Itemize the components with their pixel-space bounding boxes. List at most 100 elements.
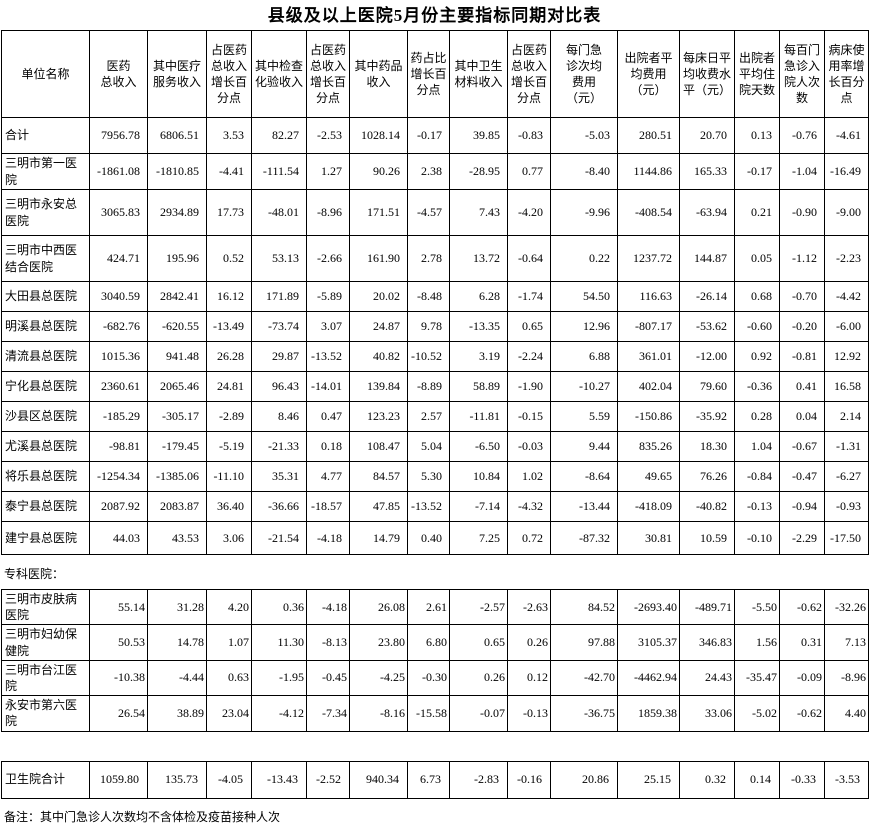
value-cell: -0.76 xyxy=(779,117,825,154)
value-cell: 3.06 xyxy=(206,521,252,555)
value-cell: 8.46 xyxy=(251,401,307,432)
value-cell: -305.17 xyxy=(147,401,207,432)
value-cell: 0.21 xyxy=(734,189,780,236)
value-cell: 17.73 xyxy=(206,189,252,236)
value-cell: 6.28 xyxy=(449,281,508,312)
value-cell: 16.12 xyxy=(206,281,252,312)
value-cell: -4.44 xyxy=(147,659,207,697)
value-cell: 26.54 xyxy=(89,695,148,732)
value-cell: -1.04 xyxy=(779,153,825,190)
table-row: 明溪县总医院 -682.76 -620.55 -13.49 -73.74 3.07 24.8… xyxy=(1,311,869,342)
table-row: 泰宁县总医院 2087.92 2083.87 36.40 -36.66 -18.57 47.… xyxy=(1,491,869,522)
value-cell: 23.80 xyxy=(349,624,408,661)
row-label: 明溪县总医院 xyxy=(1,311,90,342)
value-cell: -0.17 xyxy=(734,153,780,190)
value-cell: -0.13 xyxy=(734,491,780,522)
row-label: 泰宁县总医院 xyxy=(1,491,90,522)
value-cell: 0.13 xyxy=(734,117,780,154)
column-header: 其中检查 化验收入 xyxy=(251,30,307,118)
value-cell: -0.94 xyxy=(779,491,825,522)
value-cell: 280.51 xyxy=(617,117,680,154)
value-cell: 2065.46 xyxy=(147,371,207,402)
value-cell: -21.33 xyxy=(251,431,307,462)
column-header: 药占比 增长百 分点 xyxy=(407,30,450,118)
row-label: 合计 xyxy=(1,117,90,154)
value-cell: 0.12 xyxy=(507,659,551,697)
value-cell: -13.44 xyxy=(550,491,618,522)
value-cell: -5.19 xyxy=(206,431,252,462)
value-cell: 171.51 xyxy=(349,189,408,236)
value-cell: -4.20 xyxy=(507,189,551,236)
value-cell: -8.40 xyxy=(550,153,618,190)
value-cell: 50.53 xyxy=(89,624,148,661)
value-cell: 4.20 xyxy=(206,588,252,626)
table-row: 合计 7956.78 6806.51 3.53 82.27 -2.53 1028.14 -0.… xyxy=(1,117,869,154)
value-cell: -13.49 xyxy=(206,311,252,342)
specialty-section-label: 专科医院： xyxy=(4,567,65,581)
value-cell: 39.85 xyxy=(449,117,508,154)
value-cell: -2693.40 xyxy=(617,588,680,626)
value-cell: -12.00 xyxy=(679,341,735,372)
value-cell: -1861.08 xyxy=(89,153,148,190)
value-cell: -4.05 xyxy=(206,760,252,799)
table-row: 三明市永安总医院 3065.83 2934.89 17.73 -48.01 -8.96 17… xyxy=(1,189,869,236)
table-row: 卫生院合计 1059.80 135.73 -4.05 -13.43 -2.52 940.34… xyxy=(1,760,869,799)
value-cell: 361.01 xyxy=(617,341,680,372)
value-cell: 7.43 xyxy=(449,189,508,236)
value-cell: 2842.41 xyxy=(147,281,207,312)
value-cell: -408.54 xyxy=(617,189,680,236)
column-header: 占医药 总收入 增长百 分点 xyxy=(206,30,252,118)
value-cell: 0.63 xyxy=(206,659,252,697)
page-title: 县级及以上医院5月份主要指标同期对比表 xyxy=(267,6,602,25)
value-cell: 9.44 xyxy=(550,431,618,462)
value-cell: 0.05 xyxy=(734,235,780,282)
value-cell: 0.77 xyxy=(507,153,551,190)
value-cell: 0.26 xyxy=(507,624,551,661)
value-cell: -807.17 xyxy=(617,311,680,342)
value-cell: 3065.83 xyxy=(89,189,148,236)
value-cell: -15.58 xyxy=(407,695,450,732)
value-cell: 0.14 xyxy=(734,760,780,799)
value-cell: 5.04 xyxy=(407,431,450,462)
value-cell: -1.12 xyxy=(779,235,825,282)
value-cell: -489.71 xyxy=(679,588,735,626)
value-cell: 6.88 xyxy=(550,341,618,372)
value-cell: -32.26 xyxy=(824,588,869,626)
table-row: 三明市中西医结合医院 424.71 195.96 0.52 53.13 -2.66 161.… xyxy=(1,235,869,282)
value-cell: -13.35 xyxy=(449,311,508,342)
value-cell: -17.50 xyxy=(824,521,869,555)
table-row: 大田县总医院 3040.59 2842.41 16.12 171.89 -5.89 20.0… xyxy=(1,281,869,312)
value-cell: 36.40 xyxy=(206,491,252,522)
value-cell: -0.33 xyxy=(779,760,825,799)
value-cell: 38.89 xyxy=(147,695,207,732)
value-cell: 139.84 xyxy=(349,371,408,402)
value-cell: 1.27 xyxy=(306,153,350,190)
row-label: 大田县总医院 xyxy=(1,281,90,312)
value-cell: -7.34 xyxy=(306,695,350,732)
main-hospital-table: 单位名称 医药 总收入 其中医疗 服务收入 占医药 总收入 增长百 分点 其中检查 化… xyxy=(1,30,869,555)
value-cell: -0.17 xyxy=(407,117,450,154)
value-cell: -4.41 xyxy=(206,153,252,190)
value-cell: 14.79 xyxy=(349,521,408,555)
value-cell: -1385.06 xyxy=(147,461,207,492)
value-cell: 123.23 xyxy=(349,401,408,432)
table-row: 三明市皮肤病医院 55.14 31.28 4.20 0.36 -4.18 26.08 2.61… xyxy=(1,588,869,626)
value-cell: -0.84 xyxy=(734,461,780,492)
value-cell: 135.73 xyxy=(147,760,207,799)
value-cell: -0.16 xyxy=(507,760,551,799)
value-cell: -185.29 xyxy=(89,401,148,432)
value-cell: 6806.51 xyxy=(147,117,207,154)
row-label: 三明市中西医结合医院 xyxy=(1,235,90,282)
value-cell: -21.54 xyxy=(251,521,307,555)
value-cell: 4.40 xyxy=(824,695,869,732)
value-cell: -8.96 xyxy=(824,659,869,697)
value-cell: 29.87 xyxy=(251,341,307,372)
value-cell: 1859.38 xyxy=(617,695,680,732)
value-cell: -111.54 xyxy=(251,153,307,190)
value-cell: 79.60 xyxy=(679,371,735,402)
value-cell: -1.74 xyxy=(507,281,551,312)
value-cell: 0.22 xyxy=(550,235,618,282)
value-cell: -10.38 xyxy=(89,659,148,697)
value-cell: 7956.78 xyxy=(89,117,148,154)
